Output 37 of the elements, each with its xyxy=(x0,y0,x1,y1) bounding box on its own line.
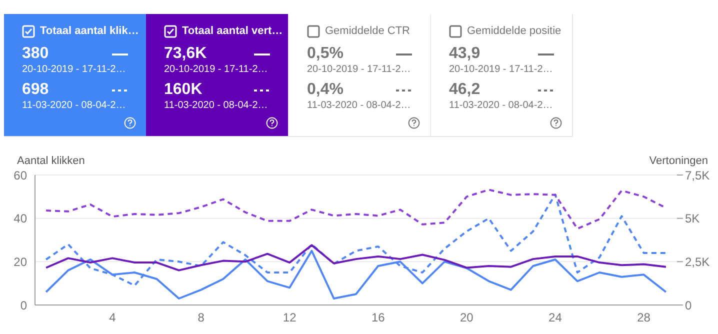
y-tick-label: 0 xyxy=(20,298,28,312)
text: 20-10-2019 - 17-11-2… xyxy=(307,64,412,75)
text: 11-03-2020 - 08-04-2… xyxy=(22,100,127,111)
text: 43,9 xyxy=(449,45,480,63)
text: 11-03-2020 - 08-04-2… xyxy=(164,100,269,111)
x-tick-label: 16 xyxy=(371,310,386,325)
x-tick-label: 24 xyxy=(548,310,562,325)
y2-tick-label: 0 xyxy=(685,298,692,312)
y2-tick-label: 2,5K xyxy=(685,254,710,269)
x-tick-label: 12 xyxy=(282,310,297,325)
y-tick-label: 40 xyxy=(14,212,28,226)
text: Gemiddelde positie xyxy=(467,25,562,37)
y-axis-title: Aantal klikken xyxy=(17,155,85,167)
text: 73,6K xyxy=(164,45,207,63)
x-tick-label: 20 xyxy=(460,310,474,325)
text: 0,5% xyxy=(307,45,344,63)
text: 11-03-2020 - 08-04-2… xyxy=(449,100,554,111)
text: 698 xyxy=(22,81,49,99)
text: 20-10-2019 - 17-11-2… xyxy=(164,64,269,75)
text: 20-10-2019 - 17-11-2… xyxy=(22,64,127,75)
text: 380 xyxy=(22,45,49,63)
text: 11-03-2020 - 08-04-2… xyxy=(307,100,412,111)
text: 20-10-2019 - 17-11-2… xyxy=(449,64,554,75)
text: Totaal aantal vert… xyxy=(182,25,283,37)
x-tick-label: 8 xyxy=(198,310,205,325)
text: Gemiddelde CTR xyxy=(325,25,410,37)
text: 0,4% xyxy=(307,81,344,99)
text: 46,2 xyxy=(449,81,480,99)
x-tick-label: 28 xyxy=(637,310,651,325)
text: 160K xyxy=(164,81,202,99)
y2-tick-label: 7,5K xyxy=(685,168,710,182)
x-tick-label: 4 xyxy=(109,310,116,325)
y-tick-label: 20 xyxy=(14,254,28,269)
text: Totaal aantal klik… xyxy=(40,25,139,37)
y2-axis-title: Vertoningen xyxy=(649,155,708,167)
y2-tick-label: 5K xyxy=(685,212,700,226)
y-tick-label: 60 xyxy=(14,168,28,182)
